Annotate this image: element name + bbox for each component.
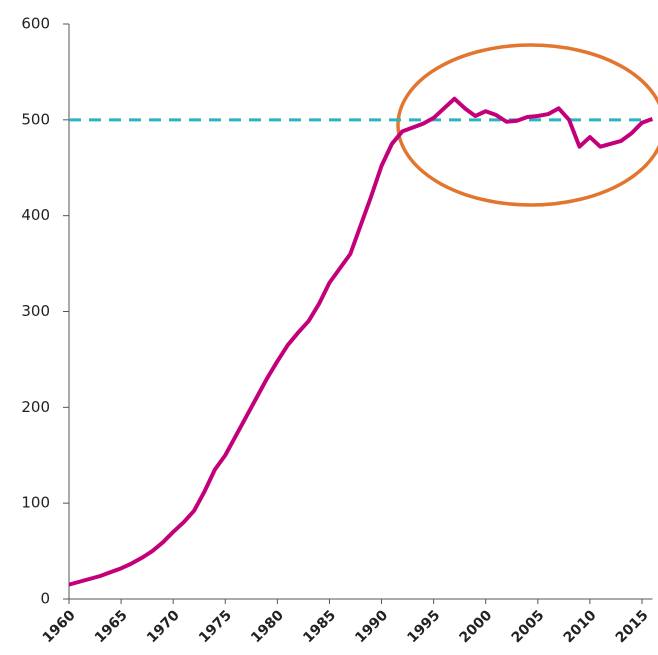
y-tick-label: 0	[40, 590, 50, 608]
y-tick-label: 200	[21, 398, 50, 416]
highlight-ellipse	[396, 43, 658, 207]
x-tick-label: 1980	[248, 607, 287, 646]
x-tick-label: 2005	[509, 607, 548, 646]
x-tick-label: 2000	[457, 607, 496, 646]
x-tick-label: 2010	[561, 607, 600, 646]
x-tick-label: 1985	[300, 607, 339, 646]
x-tick-label: 1975	[196, 607, 235, 646]
x-tick-label: 1990	[352, 607, 391, 646]
y-tick-label: 600	[21, 15, 50, 33]
data-line	[68, 96, 654, 587]
x-tick-label: 2015	[613, 607, 652, 646]
x-tick-label: 1995	[404, 607, 443, 646]
y-tick-label: 100	[21, 494, 50, 512]
y-tick-label: 400	[21, 206, 50, 224]
x-tick-label: 1960	[40, 607, 79, 646]
x-tick-label: 1965	[92, 607, 131, 646]
y-tick-label: 300	[21, 302, 50, 320]
x-tick-label: 1970	[144, 607, 183, 646]
y-tick-label: 500	[21, 110, 50, 128]
